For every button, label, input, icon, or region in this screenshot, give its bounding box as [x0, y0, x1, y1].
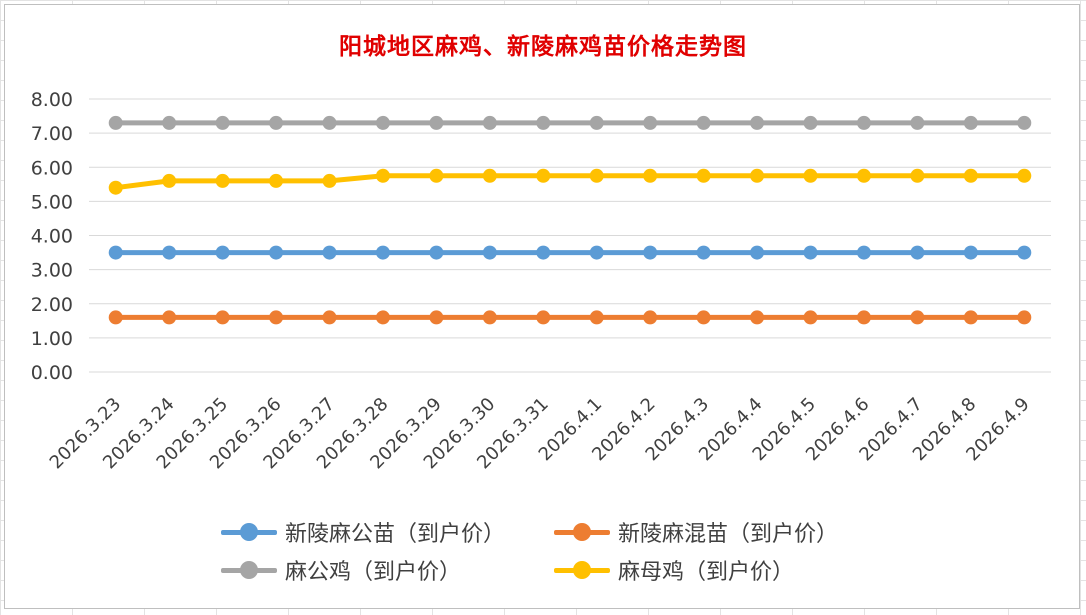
- series-0-point-4: [322, 245, 337, 260]
- series-0-point-2: [215, 245, 230, 260]
- series-line-3: [113, 173, 1027, 191]
- series-1-point-9: [589, 310, 604, 325]
- series-1-point-10: [643, 310, 658, 325]
- series-2-point-3: [269, 115, 284, 130]
- series-1-point-2: [215, 310, 230, 325]
- series-2-point-2: [215, 115, 230, 130]
- series-2-point-17: [1017, 115, 1032, 130]
- y-tick-label-3: 3.00: [31, 260, 73, 282]
- legend-label-gongji: 麻公鸡（到户价）: [285, 560, 462, 585]
- series-3-point-10: [643, 168, 658, 183]
- series-2-point-10: [643, 115, 658, 130]
- legend-item-muji[interactable]: 麻母鸡（到户价）: [554, 553, 794, 587]
- chart-area[interactable]: 阳城地区麻鸡、新陵麻鸡苗价格走势图 0.00 1.00 2.00 3.00 4.00 5.…: [4, 4, 1080, 609]
- series-3-point-0: [108, 180, 123, 195]
- series-2-point-16: [963, 115, 978, 130]
- series-2-point-14: [856, 115, 871, 130]
- series-3-point-14: [856, 168, 871, 183]
- y-tick-label-2: 2.00: [31, 294, 73, 316]
- series-0-point-11: [696, 245, 711, 260]
- legend-item-gongji[interactable]: 麻公鸡（到户价）: [221, 553, 461, 587]
- series-3-point-3: [269, 173, 284, 188]
- series-1-point-6: [429, 310, 444, 325]
- series-1-point-13: [803, 310, 818, 325]
- series-0-point-10: [643, 245, 658, 260]
- chart-title: 阳城地区麻鸡、新陵麻鸡苗价格走势图: [339, 34, 747, 60]
- legend-item-gongmiao[interactable]: 新陵麻公苗（到户价）: [221, 515, 505, 549]
- series-3-point-7: [482, 168, 497, 183]
- series-1-point-14: [856, 310, 871, 325]
- series-1-point-4: [322, 310, 337, 325]
- series-2-point-7: [482, 115, 497, 130]
- series-1-point-16: [963, 310, 978, 325]
- series-1-point-7: [482, 310, 497, 325]
- y-tick-label-7: 7.00: [31, 123, 73, 145]
- y-tick-label-8: 8.00: [31, 89, 73, 111]
- series-2-point-13: [803, 115, 818, 130]
- series-0-point-17: [1017, 245, 1032, 260]
- series-0-point-1: [162, 245, 177, 260]
- series-0-point-3: [269, 245, 284, 260]
- series-2-point-9: [589, 115, 604, 130]
- y-tick-label-0: 0.00: [31, 362, 73, 384]
- series-1-point-11: [696, 310, 711, 325]
- y-tick-label-4: 4.00: [31, 226, 73, 248]
- legend-label-hunmiao: 新陵麻混苗（到户价）: [618, 522, 839, 547]
- legend-swatch-muji: [554, 560, 610, 580]
- series-0-point-15: [910, 245, 925, 260]
- legend-swatch-gongji: [221, 560, 277, 580]
- plot-area: 0.001.002.003.004.005.006.007.008.002026…: [31, 89, 1051, 473]
- series-3-point-8: [536, 168, 551, 183]
- series-1-point-8: [536, 310, 551, 325]
- series-2-point-4: [322, 115, 337, 130]
- legend-label-gongmiao: 新陵麻公苗（到户价）: [285, 522, 506, 547]
- series-0-point-13: [803, 245, 818, 260]
- legend-label-muji: 麻母鸡（到户价）: [618, 560, 795, 585]
- y-tick-label-1: 1.00: [31, 328, 73, 350]
- series-3-point-15: [910, 168, 925, 183]
- series-0-point-6: [429, 245, 444, 260]
- y-tick-label-5: 5.00: [31, 191, 73, 213]
- series-3-point-16: [963, 168, 978, 183]
- series-0-point-0: [108, 245, 123, 260]
- series-0-point-9: [589, 245, 604, 260]
- series-3-point-1: [162, 173, 177, 188]
- series-0-point-7: [482, 245, 497, 260]
- series-3-point-9: [589, 168, 604, 183]
- series-3-point-12: [750, 168, 765, 183]
- series-1-point-0: [108, 310, 123, 325]
- series-2-point-6: [429, 115, 444, 130]
- series-2-point-5: [375, 115, 390, 130]
- series-0-point-12: [750, 245, 765, 260]
- series-3-point-6: [429, 168, 444, 183]
- series-0-point-14: [856, 245, 871, 260]
- series-0-point-5: [375, 245, 390, 260]
- series-1-point-12: [750, 310, 765, 325]
- series-3-point-4: [322, 173, 337, 188]
- series-3-point-17: [1017, 168, 1032, 183]
- series-2-point-11: [696, 115, 711, 130]
- series-1-point-3: [269, 310, 284, 325]
- series-2-point-8: [536, 115, 551, 130]
- legend-swatch-hunmiao: [554, 522, 610, 542]
- series-0-point-16: [963, 245, 978, 260]
- series-2-point-0: [108, 115, 123, 130]
- series-1-point-5: [375, 310, 390, 325]
- series-1-point-15: [910, 310, 925, 325]
- series-3-point-13: [803, 168, 818, 183]
- legend-item-hunmiao[interactable]: 新陵麻混苗（到户价）: [554, 515, 838, 549]
- series-1-point-1: [162, 310, 177, 325]
- series-3-point-5: [375, 168, 390, 183]
- series-1-point-17: [1017, 310, 1032, 325]
- y-tick-label-6: 6.00: [31, 157, 73, 179]
- series-3-point-2: [215, 173, 230, 188]
- legend-swatch-gongmiao: [221, 522, 277, 542]
- series-2-point-1: [162, 115, 177, 130]
- series-3-point-11: [696, 168, 711, 183]
- series-0-point-8: [536, 245, 551, 260]
- series-2-point-15: [910, 115, 925, 130]
- series-2-point-12: [750, 115, 765, 130]
